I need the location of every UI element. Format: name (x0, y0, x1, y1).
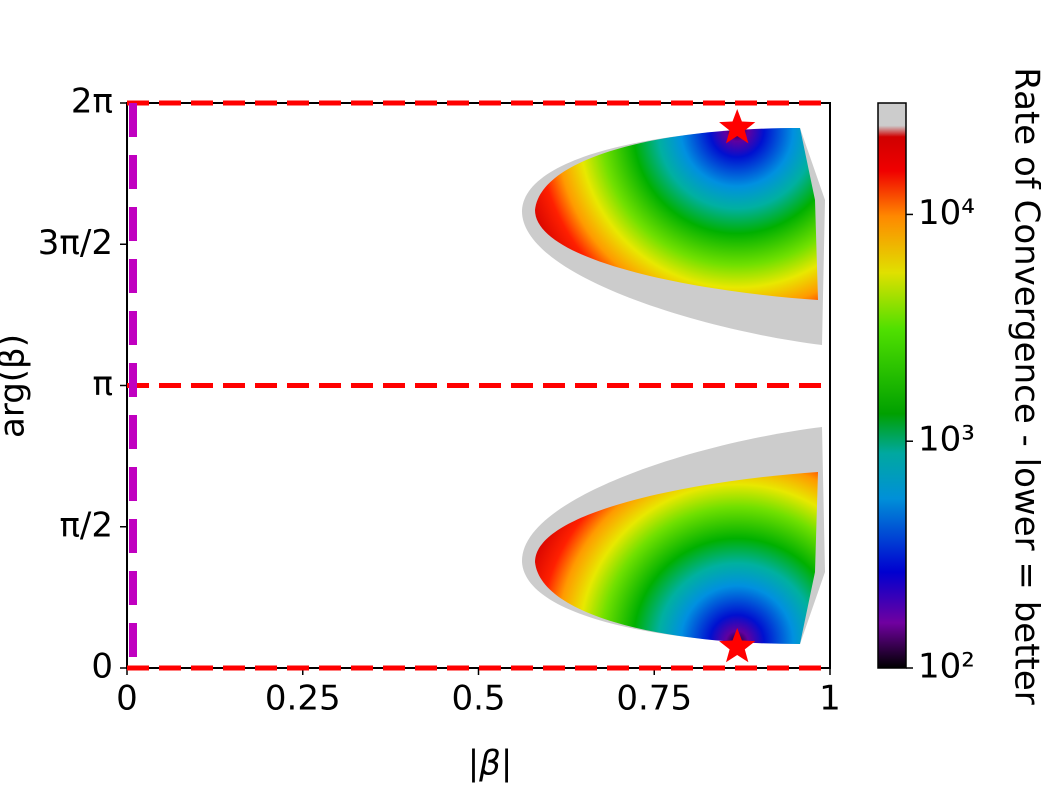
x-tick-label: 0.75 (616, 679, 692, 719)
star-marker (719, 628, 756, 663)
colorbar (877, 102, 907, 669)
heatmap (521, 128, 825, 644)
y-tick-label: π/2 (59, 505, 113, 545)
colorbar-tick-label: 10³ (918, 420, 975, 460)
colorbar-tick-label: 10⁴ (918, 193, 975, 233)
y-tick-label: 0 (91, 647, 113, 687)
lower-lobe (521, 427, 825, 644)
x-tick-label: 0 (116, 679, 138, 719)
colorbar-label: Rate of Convergence - lower = better (1007, 67, 1041, 705)
colorbar-tick-label: 10² (918, 647, 975, 687)
y-tick-label: π (93, 364, 113, 404)
x-tick-label: 0.5 (451, 679, 505, 719)
x-axis-label: |β| (468, 744, 513, 784)
upper-lobe (521, 128, 825, 345)
y-tick-label: 3π/2 (38, 223, 113, 263)
star-marker (719, 109, 756, 144)
x-tick-label: 0.25 (265, 679, 341, 719)
x-tick-label: 1 (819, 679, 841, 719)
y-tick-label: 2π (71, 82, 113, 122)
y-axis-label: arg(β) (0, 334, 33, 438)
